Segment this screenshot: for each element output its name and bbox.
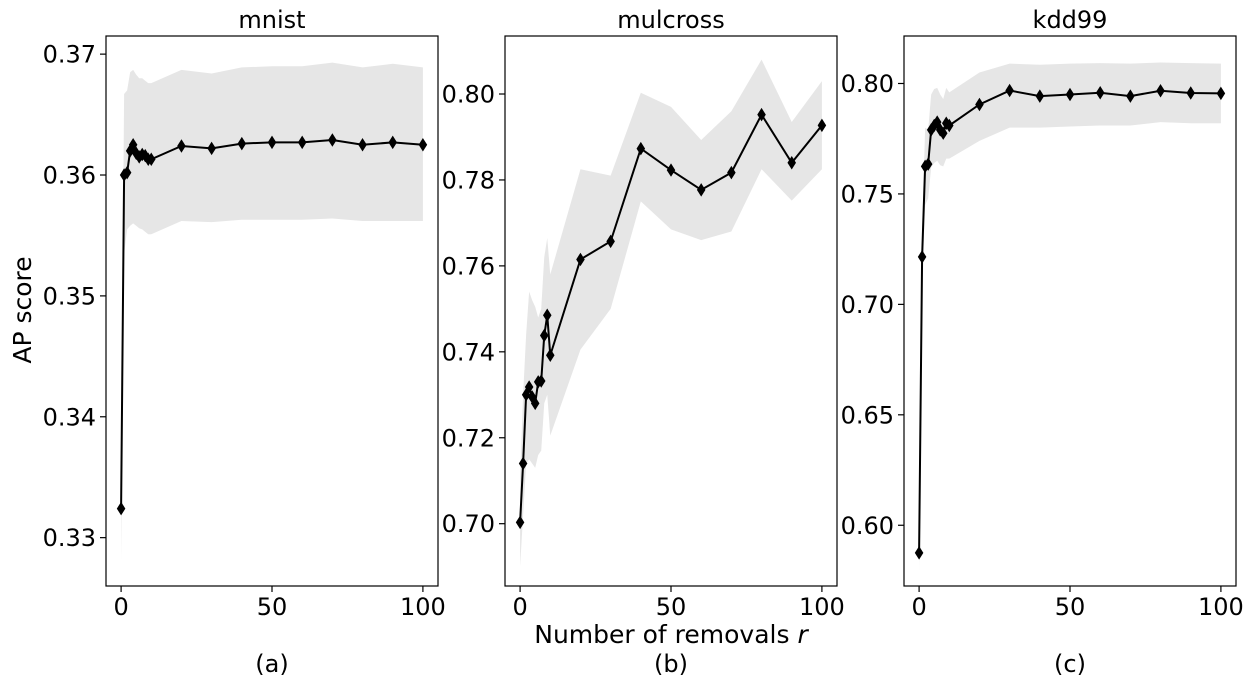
data-point	[545, 348, 555, 363]
x-tick-label: 100	[1198, 593, 1244, 621]
x-tick-label: 50	[1055, 593, 1086, 621]
data-point	[787, 156, 797, 170]
x-tick-label: 0	[113, 593, 128, 621]
data-point	[539, 328, 549, 343]
data-point	[518, 456, 528, 471]
confidence-band	[520, 59, 822, 567]
data-point	[576, 252, 585, 267]
y-tick-label: 0.80	[442, 81, 495, 109]
data-point	[418, 138, 428, 152]
data-point	[542, 308, 552, 323]
panel-mulcross: 0 50 100 0.70 0.72 0.74 0.76 0.78 0.80 mulcross (b…	[442, 6, 845, 677]
confidence-band	[919, 62, 1221, 572]
y-tick-label: 0.37	[43, 41, 96, 69]
data-point	[128, 138, 138, 152]
data-point	[515, 515, 525, 530]
data-point	[536, 374, 546, 388]
data-point	[297, 135, 307, 150]
x-tick-label: 100	[400, 593, 446, 621]
data-point	[817, 118, 827, 133]
panel-title: mnist	[238, 6, 305, 34]
y-tick-label: 0.35	[43, 282, 96, 310]
data-point	[1216, 86, 1226, 101]
data-point	[122, 165, 132, 180]
y-tick-label: 0.60	[841, 512, 894, 540]
y-tick-label: 0.72	[442, 424, 495, 452]
panel-caption: (a)	[255, 650, 288, 677]
y-tick-label: 0.36	[43, 162, 96, 190]
data-point	[666, 163, 676, 177]
x-tick-label: 0	[911, 593, 926, 621]
y-tick-label: 0.70	[442, 510, 495, 538]
y-tick-label: 0.33	[43, 524, 96, 552]
data-point	[757, 107, 766, 122]
data-point	[938, 126, 948, 140]
x-tick-label: 50	[257, 593, 288, 621]
y-tick-label: 0.74	[442, 338, 495, 366]
confidence-band	[121, 62, 423, 562]
x-tick-label: 100	[799, 593, 845, 621]
data-point	[975, 97, 984, 112]
data-point	[267, 135, 277, 150]
data-point	[917, 250, 927, 264]
x-tick-label: 50	[656, 593, 687, 621]
y-tick-label: 0.76	[442, 252, 495, 280]
data-point	[696, 183, 706, 197]
data-point	[177, 139, 186, 153]
data-point	[328, 133, 337, 147]
y-tick-label: 0.78	[442, 166, 495, 194]
panel-mnist: 0 50 100 0.33 0.34 0.35 0.36 0.37 mnist (a)	[43, 6, 446, 677]
panel-caption: (c)	[1054, 650, 1086, 677]
y-tick-label: 0.34	[43, 403, 96, 431]
data-point	[358, 138, 367, 152]
data-point	[237, 136, 247, 151]
figure-y-axis-label: AP score	[8, 256, 37, 363]
data-point	[146, 152, 156, 167]
data-point	[1186, 86, 1196, 100]
data-point	[636, 141, 646, 156]
data-point	[207, 141, 216, 156]
figure-x-axis-label-variable: r	[797, 620, 809, 649]
data-point	[1156, 84, 1165, 98]
data-point	[1005, 83, 1014, 98]
data-point	[1035, 89, 1045, 103]
y-tick-label: 0.65	[841, 401, 894, 429]
data-point	[388, 135, 398, 150]
data-point	[1095, 86, 1105, 100]
panel-title: kdd99	[1033, 6, 1108, 34]
figure-x-axis-label-main: Number of removals	[534, 620, 797, 649]
data-point	[914, 546, 924, 560]
data-point	[1126, 89, 1135, 103]
panel-caption: (b)	[654, 650, 688, 677]
data-point	[524, 380, 534, 394]
figure-x-axis-label: Number of removals r	[534, 620, 809, 649]
data-point	[1065, 87, 1075, 102]
data-point	[530, 396, 540, 411]
data-point	[727, 165, 736, 180]
data-point	[606, 234, 615, 249]
y-tick-label: 0.75	[841, 180, 894, 208]
data-point	[944, 118, 954, 133]
data-point	[116, 501, 126, 516]
x-tick-label: 0	[512, 593, 527, 621]
series-line	[918, 89, 1221, 553]
panel-kdd99: 0 50 100 0.60 0.65 0.70 0.75 0.80 kdd99 (c)	[841, 6, 1244, 677]
data-point	[923, 157, 933, 171]
y-tick-label: 0.70	[841, 291, 894, 319]
y-tick-label: 0.80	[841, 70, 894, 98]
panel-title: mulcross	[617, 6, 724, 34]
